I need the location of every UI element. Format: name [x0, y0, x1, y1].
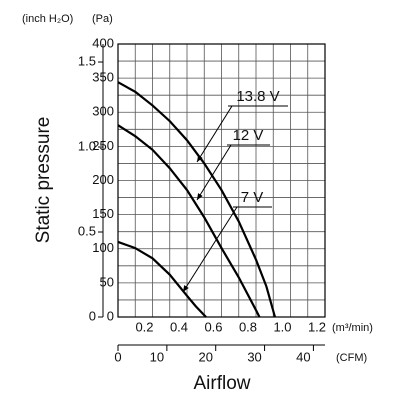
curve: [117, 124, 261, 318]
x2-tick-label: 40: [296, 349, 310, 364]
y-label: Static pressure: [33, 117, 54, 244]
y-unit: (Pa): [92, 13, 113, 25]
x-label: Airflow: [193, 373, 250, 394]
series-label: 7 V: [241, 189, 264, 206]
y-tick-label: 50: [100, 274, 114, 289]
y2-tick-label: 0.5: [78, 223, 96, 238]
y2-tick-label: 0: [89, 308, 96, 323]
x2-tick-label: 10: [150, 349, 164, 364]
x2-tick-label: 0: [114, 349, 121, 364]
x-tick-label: 1.2: [308, 319, 326, 334]
x-tick-label: 1.0: [273, 319, 291, 334]
leader-line: [196, 105, 233, 163]
x-tick-label: 0.4: [170, 319, 188, 334]
y2-unit: (inch H₂O): [22, 13, 73, 25]
plot-frame: [117, 43, 326, 318]
series-label: 13.8 V: [236, 88, 279, 105]
y2-tick-label: 1.0: [78, 138, 96, 153]
y-tick-label: 0: [107, 308, 114, 323]
y-tick-label: 400: [92, 35, 114, 50]
leader-arrow: [197, 155, 203, 162]
x-tick-label: 0.6: [204, 319, 222, 334]
leader-arrow: [183, 285, 189, 292]
leader-line: [182, 206, 238, 293]
y2-tick-label: 1.5: [78, 53, 96, 68]
x-unit: (m³/min): [332, 322, 373, 334]
series-label: 12 V: [233, 127, 264, 144]
x2-unit: (CFM): [336, 352, 367, 364]
x-tick-label: 0.2: [135, 319, 153, 334]
leader-arrow: [197, 193, 203, 200]
leader-line: [196, 144, 232, 201]
x2-tick-label: 30: [247, 349, 261, 364]
x-tick-label: 0.8: [239, 319, 257, 334]
curve: [117, 81, 277, 318]
x2-tick-label: 20: [198, 349, 212, 364]
curve: [117, 240, 207, 318]
